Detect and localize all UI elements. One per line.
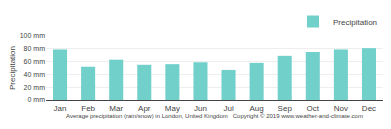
svg-text:80 mm: 80 mm	[24, 45, 46, 52]
svg-text:0 mm: 0 mm	[28, 96, 46, 103]
svg-text:Dec: Dec	[362, 104, 376, 113]
svg-text:Jan: Jan	[54, 104, 67, 113]
svg-text:Precipitation: Precipitation	[8, 46, 17, 90]
svg-text:Nov: Nov	[334, 104, 348, 113]
svg-text:Jun: Jun	[194, 104, 207, 113]
svg-text:60 mm: 60 mm	[24, 58, 46, 65]
svg-text:Oct: Oct	[307, 104, 320, 113]
svg-text:Sep: Sep	[278, 104, 293, 113]
svg-text:Precipitation: Precipitation	[333, 18, 377, 27]
svg-text:40 mm: 40 mm	[24, 71, 46, 78]
svg-text:100 mm: 100 mm	[20, 32, 45, 39]
svg-text:Aug: Aug	[250, 104, 264, 113]
svg-text:May: May	[165, 104, 180, 113]
svg-text:Mar: Mar	[109, 104, 123, 113]
svg-text:Average precipitation (rain/sn: Average precipitation (rain/snow) in Lon…	[66, 113, 363, 119]
svg-text:20 mm: 20 mm	[24, 84, 46, 91]
svg-text:Apr: Apr	[138, 104, 151, 113]
svg-text:Jul: Jul	[223, 104, 233, 113]
svg-text:Feb: Feb	[81, 104, 95, 113]
